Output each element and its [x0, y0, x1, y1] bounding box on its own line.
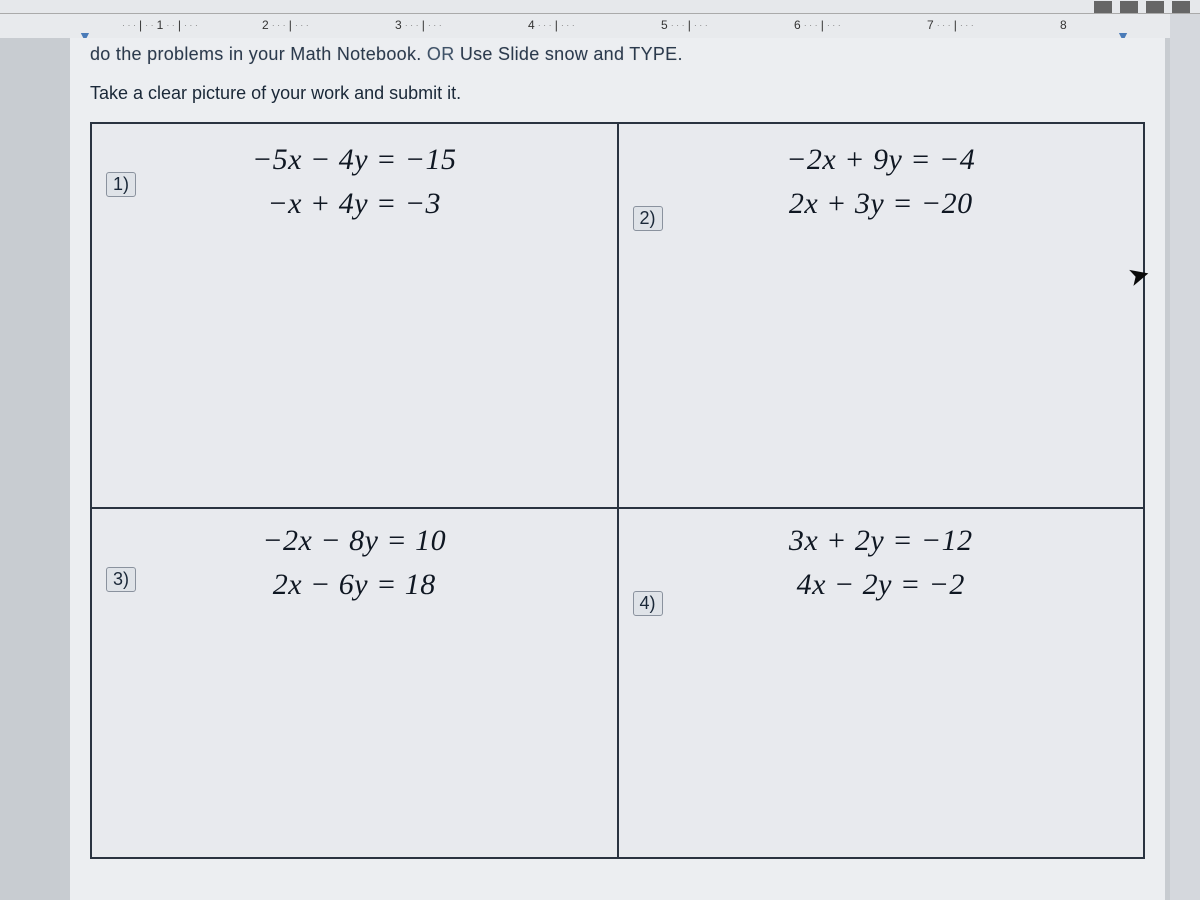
toolbar-icon[interactable]: [1146, 1, 1164, 13]
toolbar-icon[interactable]: [1094, 1, 1112, 13]
equation: 2x − 6y = 18: [92, 563, 617, 607]
equation: −x + 4y = −3: [92, 182, 617, 226]
ruler-label: 6 · · · | · · ·: [794, 18, 841, 32]
instruction-text: do the problems in your Math Notebook.: [90, 44, 422, 64]
equation-system: −5x − 4y = −15 −x + 4y = −3: [92, 124, 617, 225]
instruction-line-1: do the problems in your Math Notebook. O…: [90, 44, 1145, 65]
ruler-ticks: · · · | · · 1 · · | · · · 2 · · · | · · …: [50, 14, 1200, 38]
ruler-label: 2 · · · | · · ·: [262, 18, 309, 32]
equation: 2x + 3y = −20: [619, 182, 1144, 226]
horizontal-ruler: ▼ · · · | · · 1 · · | · · · 2 · · · | · …: [0, 14, 1200, 38]
slide-content: do the problems in your Math Notebook. O…: [70, 38, 1165, 900]
equation-system: 3x + 2y = −12 4x − 2y = −2: [619, 509, 1144, 606]
equation: 3x + 2y = −12: [619, 519, 1144, 563]
equation: −2x − 8y = 10: [92, 519, 617, 563]
problems-table: 1) −5x − 4y = −15 −x + 4y = −3 2) −2x + …: [90, 122, 1145, 859]
problem-cell-4[interactable]: 4) 3x + 2y = −12 4x − 2y = −2: [618, 508, 1145, 858]
ruler-label: 8: [1060, 18, 1067, 32]
toolbar-fragment: [0, 0, 1200, 14]
problem-label: 3): [106, 567, 136, 592]
ruler-label: 4 · · · | · · ·: [528, 18, 575, 32]
ruler-label: 3 · · · | · · ·: [395, 18, 442, 32]
equation: −5x − 4y = −15: [92, 138, 617, 182]
vertical-scrollbar[interactable]: [1170, 14, 1200, 900]
instruction-text: Use Slide snow and TYPE.: [460, 44, 683, 64]
instruction-line-2: Take a clear picture of your work and su…: [90, 83, 1145, 104]
instruction-or: OR: [427, 44, 455, 64]
problem-label: 4): [633, 591, 663, 616]
problem-cell-1[interactable]: 1) −5x − 4y = −15 −x + 4y = −3: [91, 123, 618, 508]
problem-label: 1): [106, 172, 136, 197]
ruler-label: · · · | · · 1 · · | · · ·: [122, 18, 198, 32]
equation: −2x + 9y = −4: [619, 138, 1144, 182]
toolbar-icon[interactable]: [1120, 1, 1138, 13]
problem-cell-2[interactable]: 2) −2x + 9y = −4 2x + 3y = −20: [618, 123, 1145, 508]
equation: 4x − 2y = −2: [619, 563, 1144, 607]
toolbar-icon[interactable]: [1172, 1, 1190, 13]
ruler-label: 5 · · · | · · ·: [661, 18, 708, 32]
problem-label: 2): [633, 206, 663, 231]
ruler-label: 7 · · · | · · ·: [927, 18, 974, 32]
equation-system: −2x − 8y = 10 2x − 6y = 18: [92, 509, 617, 606]
equation-system: −2x + 9y = −4 2x + 3y = −20: [619, 124, 1144, 225]
problem-cell-3[interactable]: 3) −2x − 8y = 10 2x − 6y = 18: [91, 508, 618, 858]
